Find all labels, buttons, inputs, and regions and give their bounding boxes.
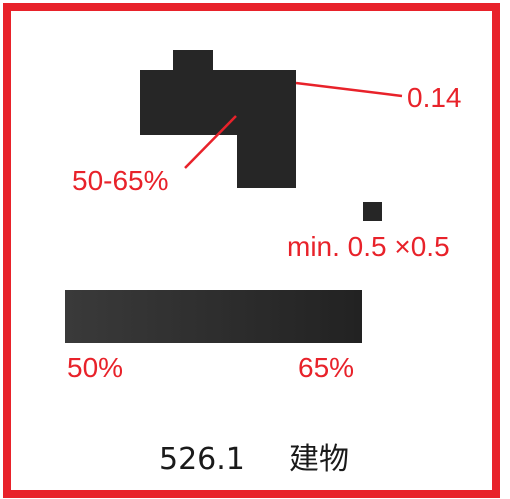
tone-range-label: 50-65%	[72, 165, 169, 196]
min-size-square	[363, 202, 382, 221]
line-width-leader	[295, 81, 403, 98]
tone-max-label: 65%	[298, 352, 354, 383]
building-footprint-shape	[140, 50, 296, 188]
line-width-label: 0.14	[407, 82, 462, 113]
tone-min-label: 50%	[67, 352, 123, 383]
tone-range-leader	[184, 115, 237, 169]
outer-frame	[3, 3, 500, 498]
min-size-label: min. 0.5 ×0.5	[287, 231, 450, 262]
caption-name: 建物	[289, 442, 349, 477]
tone-range-bar	[65, 290, 362, 343]
caption-number: 526.1	[159, 442, 245, 477]
